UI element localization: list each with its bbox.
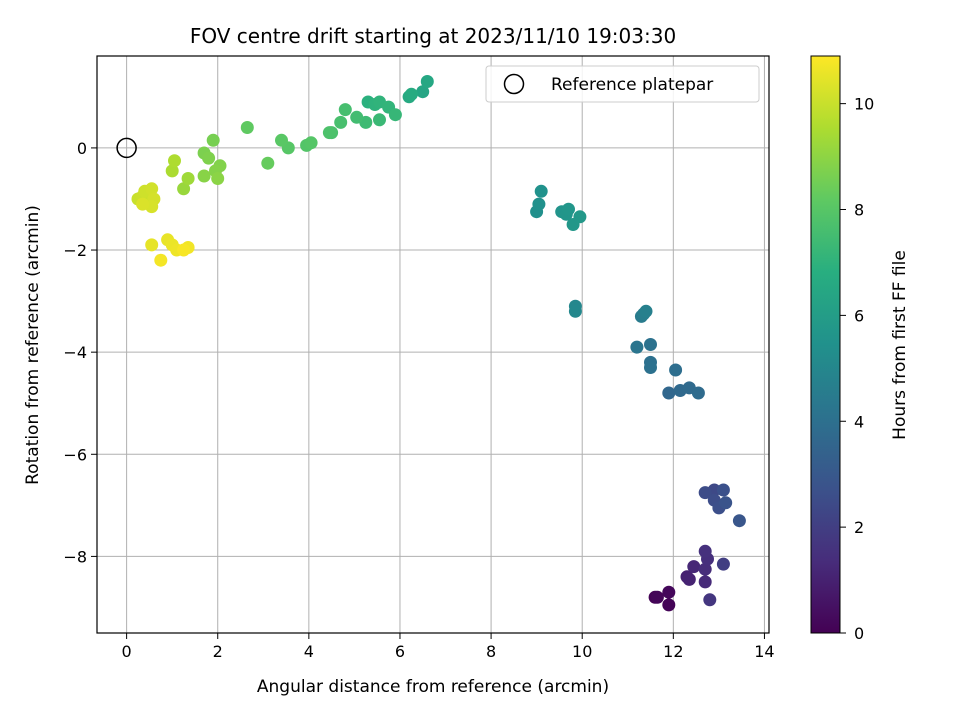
y-tick-label: −6: [63, 445, 87, 464]
scatter-point: [373, 113, 386, 127]
x-axis-label: Angular distance from reference (arcmin): [257, 677, 609, 697]
colorbar-tick-label: 6: [854, 306, 864, 325]
scatter-point: [568, 304, 582, 318]
y-tick-label: −2: [63, 241, 87, 260]
legend: Reference platepar: [485, 65, 760, 103]
legend-marker-icon: [503, 73, 525, 95]
scatter-point: [644, 361, 657, 374]
scatter-point: [197, 169, 211, 183]
x-tick-label: 12: [663, 642, 683, 661]
plot-area-frame: [96, 55, 770, 634]
y-axis-ticks: 0 −2 −4 −6 −8: [63, 139, 97, 566]
scatter-point: [716, 557, 730, 571]
scatter-point: [669, 363, 683, 377]
scatter-point: [562, 202, 575, 216]
colorbar-tick-label: 4: [854, 412, 864, 431]
scatter-point: [644, 338, 657, 351]
scatter-point: [275, 133, 288, 147]
colorbar: [810, 55, 841, 634]
x-tick-label: 6: [395, 642, 405, 661]
scatter-point: [136, 197, 150, 211]
scatter-point: [338, 103, 352, 117]
x-tick-label: 10: [572, 642, 592, 661]
scatter-point: [698, 575, 712, 589]
scatter-point: [206, 133, 220, 147]
scatter-point: [322, 126, 336, 140]
y-tick-label: −8: [63, 547, 87, 566]
scatter-points: [131, 75, 746, 612]
scatter-point: [404, 87, 418, 101]
scatter-point: [240, 121, 254, 134]
x-tick-label: 4: [304, 642, 314, 661]
scatter-point: [304, 136, 318, 150]
scatter-point: [145, 238, 159, 252]
scatter-point: [573, 210, 587, 224]
scatter-point: [698, 562, 712, 576]
scatter-point: [687, 560, 701, 574]
legend-box: [485, 65, 760, 103]
scatter-point: [181, 172, 195, 185]
scatter-point: [388, 108, 402, 122]
scatter-point: [662, 598, 676, 612]
scatter-point: [639, 304, 653, 318]
scatter-point: [691, 386, 705, 400]
scatter-point: [630, 340, 644, 354]
scatter-point: [716, 483, 730, 497]
scatter-point: [211, 172, 225, 185]
y-axis-label: Rotation from reference (arcmin): [23, 205, 43, 485]
scatter-point: [202, 151, 216, 165]
x-tick-label: 14: [754, 642, 774, 661]
colorbar-tick-label: 8: [854, 201, 864, 220]
colorbar-ticks: 0 2 4 6 8 10: [840, 95, 874, 643]
scatter-point: [719, 496, 733, 510]
x-tick-label: 2: [213, 642, 223, 661]
y-tick-label: 0: [77, 139, 87, 158]
scatter-point: [416, 85, 430, 99]
scatter-point: [662, 585, 676, 599]
scatter-point: [261, 156, 275, 170]
legend-entry-reference-platepar: Reference platepar: [551, 75, 713, 95]
scatter-point: [165, 164, 179, 178]
scatter-point: [650, 590, 664, 604]
reference-platepar-marker: [116, 137, 137, 159]
scatter-point: [534, 184, 548, 198]
colorbar-label: Hours from first FF file: [890, 250, 910, 440]
scatter-point: [420, 75, 434, 88]
scatter-point: [703, 593, 717, 607]
x-tick-label: 0: [122, 642, 132, 661]
gridlines: [97, 56, 769, 633]
scatter-point: [682, 572, 696, 586]
scatter-point: [698, 544, 712, 558]
scatter-point: [334, 115, 348, 129]
scatter-point: [168, 154, 181, 168]
y-tick-label: −4: [63, 343, 87, 362]
scatter-point: [662, 386, 676, 400]
scatter-point: [732, 514, 746, 528]
scatter-point: [350, 110, 364, 124]
scatter-point: [698, 486, 712, 500]
scatter-point: [145, 182, 159, 196]
colorbar-tick-label: 10: [854, 95, 874, 114]
x-tick-label: 8: [486, 642, 496, 661]
scatter-point: [177, 182, 191, 196]
x-axis-ticks: 0 2 4 6 8 10 12 14: [122, 633, 775, 661]
colorbar-tick-label: 0: [854, 624, 864, 643]
scatter-point: [532, 197, 546, 211]
scatter-point: [154, 253, 168, 267]
chart-title: FOV centre drift starting at 2023/11/10 …: [190, 24, 676, 48]
colorbar-tick-label: 2: [854, 518, 864, 537]
scatter-point: [177, 243, 191, 257]
